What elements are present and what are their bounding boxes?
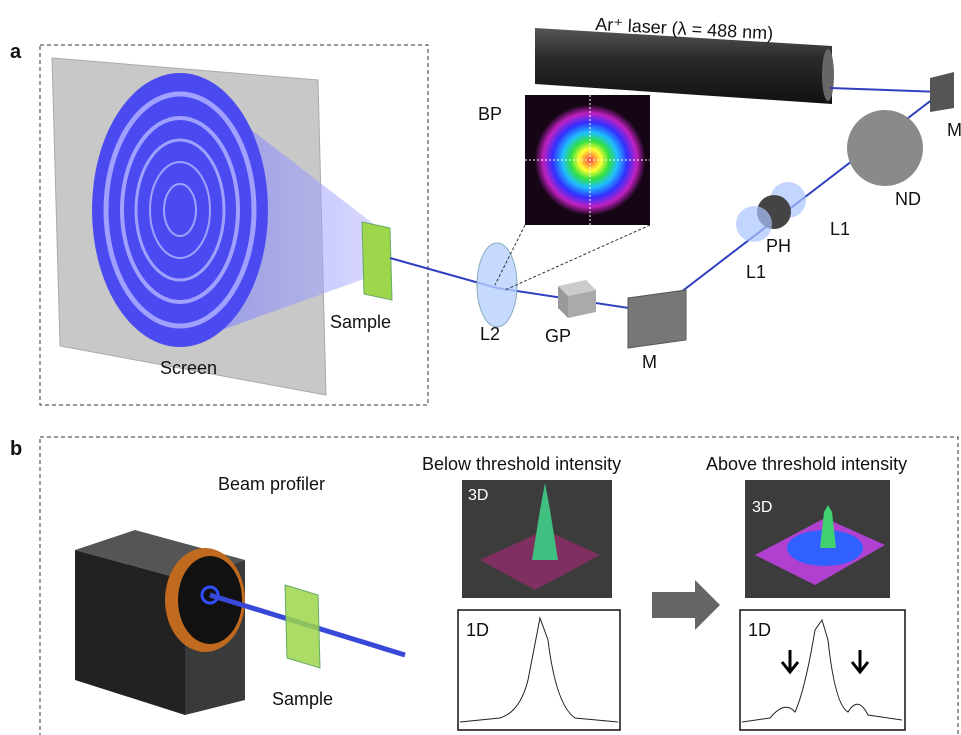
sample (285, 585, 320, 668)
laser-end (822, 49, 834, 101)
below-title: Below threshold intensity (422, 454, 621, 474)
above-title: Above threshold intensity (706, 454, 907, 474)
plot-3d-label: 3D (468, 487, 488, 504)
projection-line (505, 225, 650, 290)
ring-pattern (92, 73, 268, 347)
bp-label: BP (478, 104, 502, 124)
nd-label: ND (895, 189, 921, 209)
arrow (652, 580, 720, 630)
l1-label: L1 (830, 219, 850, 239)
glass-plate (558, 280, 596, 318)
mirror (628, 290, 686, 348)
l2-label: L2 (480, 324, 500, 344)
mirror-label: M (642, 352, 657, 372)
l1-label: L1 (746, 262, 766, 282)
gp-label: GP (545, 326, 571, 346)
plot-3d-label: 3D (752, 499, 772, 516)
panel-label: a (10, 41, 22, 63)
mirror (930, 72, 954, 112)
sample-label: Sample (272, 689, 333, 709)
beam-profiler-label: Beam profiler (218, 474, 325, 494)
figure: a Sample Screen Ar⁺ laser (λ = 488 nm) M… (0, 0, 961, 735)
laser (535, 28, 832, 104)
sample-label: Sample (330, 312, 391, 332)
plot-1d-label: 1D (466, 620, 489, 640)
lens (477, 243, 517, 327)
plot-1d-label: 1D (748, 620, 771, 640)
mirror-label: M (947, 120, 961, 140)
beam-profiler (75, 530, 245, 715)
sample (362, 222, 392, 300)
neutral-density-filter (847, 110, 923, 186)
screen-label: Screen (160, 358, 217, 378)
ph-label: PH (766, 236, 791, 256)
panel-label: b (10, 438, 22, 460)
